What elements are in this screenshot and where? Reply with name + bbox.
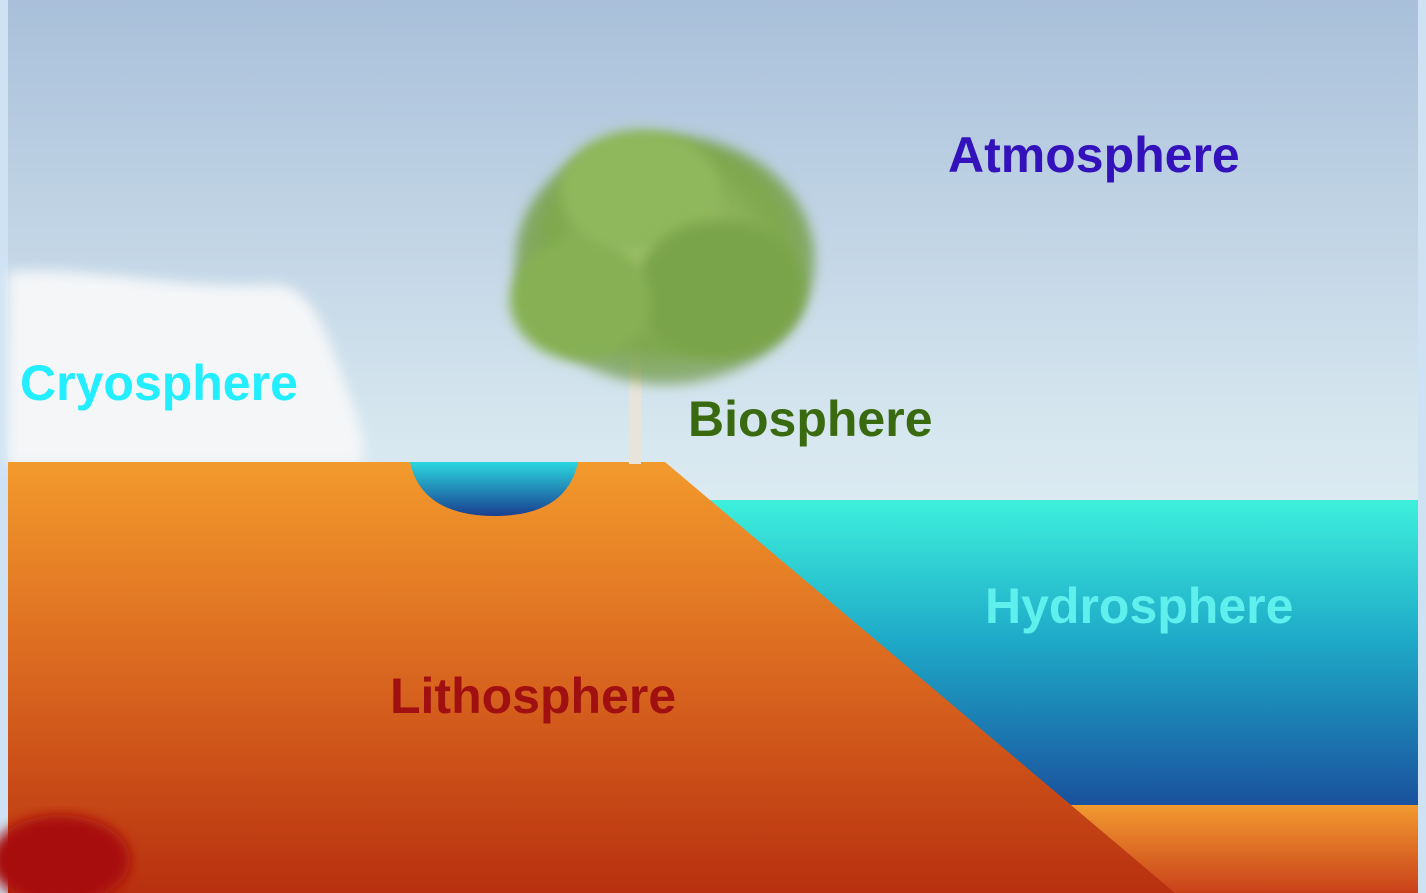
biosphere-label: Biosphere [688,391,933,447]
spheres-diagram: Atmosphere Cryosphere Biosphere Hydrosph… [0,0,1426,893]
page: Atmosphere Cryosphere Biosphere Hydrosph… [0,0,1426,893]
hydrosphere-label: Hydrosphere [985,578,1293,634]
atmosphere-label: Atmosphere [948,127,1240,183]
cryosphere-label: Cryosphere [20,355,298,411]
lithosphere-label: Lithosphere [390,668,676,724]
